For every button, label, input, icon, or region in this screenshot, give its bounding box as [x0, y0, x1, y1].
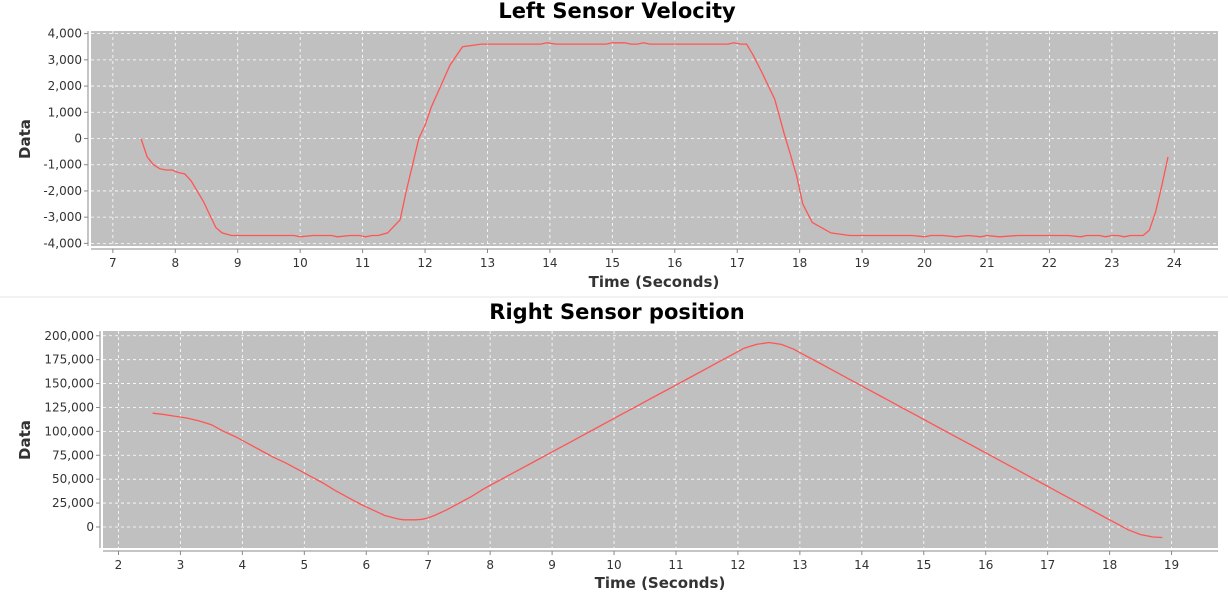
x-tick-label: 15 — [916, 558, 931, 572]
x-tick-label: 20 — [917, 256, 932, 270]
x-tick-label: 23 — [1104, 256, 1119, 270]
x-tick-label: 6 — [362, 558, 370, 572]
series-line — [152, 341, 1163, 539]
x-tick-label: 18 — [1102, 558, 1117, 572]
y-tick-label: -1,000 — [43, 158, 82, 172]
x-tick-label: 17 — [1040, 558, 1055, 572]
x-axis-label: Time (Seconds) — [595, 574, 726, 592]
x-tick-label: 17 — [730, 256, 745, 270]
x-tick-label: 12 — [417, 256, 432, 270]
x-tick-label: 7 — [424, 558, 432, 572]
y-tick-label: 50,000 — [52, 472, 94, 486]
y-tick-label: 100,000 — [44, 424, 94, 438]
x-tick-label: 21 — [979, 256, 994, 270]
x-tick-label: 13 — [480, 256, 495, 270]
y-tick-label: -4,000 — [43, 236, 82, 250]
axes — [99, 331, 1218, 552]
x-tick-label: 12 — [730, 558, 745, 572]
y-tick-label: 0 — [74, 132, 82, 146]
x-axis-label: Time (Seconds) — [589, 273, 720, 291]
x-tick-label: 16 — [667, 256, 682, 270]
x-tick-label: 5 — [300, 558, 308, 572]
y-tick-label: 150,000 — [44, 377, 94, 391]
x-tick-label: 4 — [239, 558, 247, 572]
y-tick-label: -3,000 — [43, 210, 82, 224]
ticks: 7 8 9 10 11 12 13 14 15 16 17 18 19 20 21 22 23 24 -4,000 -… — [43, 27, 1182, 270]
chart-title: Right Sensor position — [489, 300, 744, 324]
x-tick-label: 8 — [171, 256, 179, 270]
y-tick-label: 2,000 — [48, 79, 82, 93]
y-tick-label: 3,000 — [48, 53, 82, 67]
y-tick-label: 4,000 — [48, 27, 82, 41]
y-tick-label: 25,000 — [52, 496, 94, 510]
series-line — [140, 42, 1169, 238]
chart-title: Left Sensor Velocity — [498, 0, 736, 23]
ticks: 2 3 4 5 6 7 8 9 10 11 12 13 14 15 16 17 18 19 0 25,000 50,00… — [44, 329, 1179, 572]
x-tick-label: 9 — [548, 558, 556, 572]
x-tick-label: 19 — [854, 256, 869, 270]
y-tick-label: 175,000 — [44, 353, 94, 367]
x-tick-label: 8 — [486, 558, 494, 572]
y-tick-label: 1,000 — [48, 105, 82, 119]
x-tick-label: 16 — [978, 558, 993, 572]
grid — [91, 31, 1218, 246]
y-axis-label: Data — [16, 420, 34, 460]
chart-right-sensor-position: Right Sensor position 2 3 4 5 6 7 8 9 10 11 12 13 14… — [16, 300, 1218, 592]
x-tick-label: 13 — [792, 558, 807, 572]
x-tick-label: 14 — [854, 558, 869, 572]
plot-area — [103, 331, 1218, 548]
x-tick-label: 10 — [293, 256, 308, 270]
x-tick-label: 9 — [234, 256, 242, 270]
y-axis-label: Data — [16, 119, 34, 159]
y-tick-label: 200,000 — [44, 329, 94, 343]
x-tick-label: 2 — [115, 558, 123, 572]
x-tick-label: 10 — [606, 558, 621, 572]
x-tick-label: 22 — [1042, 256, 1057, 270]
x-tick-label: 24 — [1167, 256, 1182, 270]
y-tick-label: 125,000 — [44, 400, 94, 414]
x-tick-label: 3 — [177, 558, 185, 572]
y-tick-label: 0 — [86, 520, 94, 534]
x-tick-label: 7 — [109, 256, 117, 270]
grid — [103, 331, 1218, 548]
x-tick-label: 15 — [605, 256, 620, 270]
x-tick-label: 18 — [792, 256, 807, 270]
y-tick-label: 75,000 — [52, 448, 94, 462]
x-tick-label: 19 — [1164, 558, 1179, 572]
x-tick-label: 14 — [542, 256, 557, 270]
chart-left-sensor-velocity: Left Sensor Velocity 7 8 9 10 11 12 13 14 15 16 17… — [16, 0, 1218, 291]
x-tick-label: 11 — [668, 558, 683, 572]
x-tick-label: 11 — [355, 256, 370, 270]
y-tick-label: -2,000 — [43, 184, 82, 198]
